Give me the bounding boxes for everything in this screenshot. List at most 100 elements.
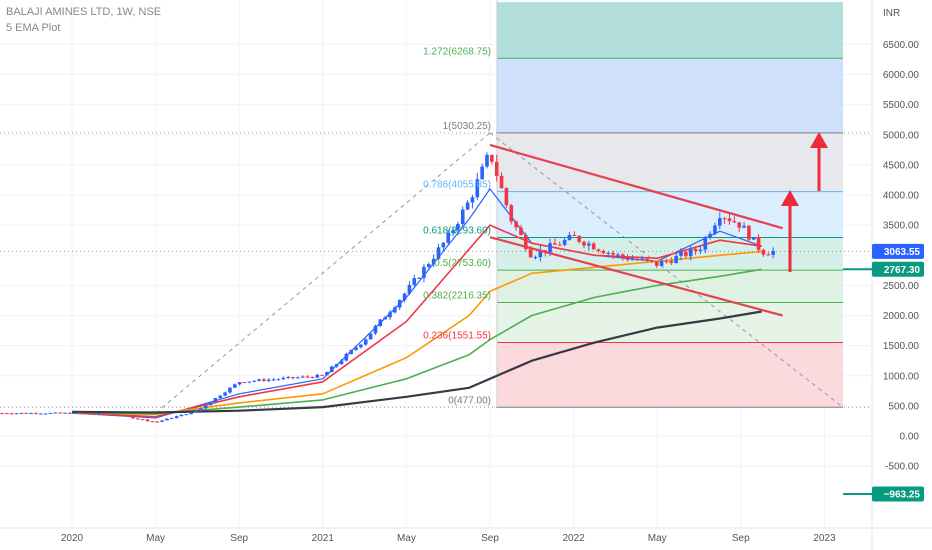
price-badge-label: 2767.30 <box>884 265 921 276</box>
candle-body <box>368 333 373 340</box>
candle-body <box>63 412 67 414</box>
candle-body <box>460 209 465 225</box>
candle-body <box>68 412 72 414</box>
candle-body <box>616 254 620 256</box>
candle-body <box>14 413 19 415</box>
candle-body <box>383 317 387 320</box>
candle-body <box>446 233 450 243</box>
candle-body <box>354 347 358 350</box>
candle-body <box>53 412 58 414</box>
candle-body <box>102 413 106 415</box>
candle-body <box>698 249 703 252</box>
arrows[interactable] <box>781 132 828 272</box>
candle-body <box>436 247 441 259</box>
candle-body <box>39 413 43 415</box>
candle-body <box>713 225 717 234</box>
candle-body <box>92 413 96 415</box>
candle-body <box>684 251 688 257</box>
candle-body <box>553 243 557 245</box>
candle-body <box>451 230 455 234</box>
candle-body <box>9 413 14 415</box>
fib-level-label: 0.382(2216.35) <box>423 290 491 301</box>
candle-body <box>470 197 475 203</box>
fib-level-label: 0.5(2753.60) <box>434 258 491 269</box>
candle-body <box>233 384 237 388</box>
candle-body <box>5 413 9 415</box>
candle-body <box>732 221 737 223</box>
candle-body <box>688 248 693 257</box>
candle-body <box>136 418 140 420</box>
candle-body <box>199 408 203 412</box>
candle-body <box>359 344 363 348</box>
ema-line-5 <box>71 310 762 414</box>
candle-body <box>77 412 82 414</box>
candle-body <box>315 374 320 378</box>
candle-body <box>349 349 353 354</box>
price-unit-label: INR <box>883 8 900 19</box>
price-tick-label: -500.00 <box>885 462 919 473</box>
fib-level-label: 0.236(1551.55) <box>423 331 491 342</box>
candle-body <box>747 225 751 240</box>
channel-upper-line[interactable] <box>489 143 783 230</box>
fib-trend-line <box>155 132 491 414</box>
candle-body <box>567 234 572 240</box>
fib-level-label: 1(5030.25) <box>443 121 491 132</box>
candle-body <box>393 307 397 313</box>
candle-body <box>756 237 761 250</box>
ema-line-1 <box>71 188 762 419</box>
up-arrow-upper[interactable] <box>810 132 828 148</box>
fib-lines <box>496 0 843 408</box>
trend-channel[interactable] <box>489 143 783 317</box>
fib-labels: 1.272(6268.75) 1(5030.25) 0.786(4055.85) 0.… <box>423 46 491 406</box>
time-tick-label: Sep <box>732 533 750 544</box>
price-tick-label: 6000.00 <box>883 70 920 81</box>
candle-body <box>320 374 324 376</box>
fib-zone <box>497 2 843 59</box>
candle-body <box>524 235 528 250</box>
candle-body <box>271 379 276 381</box>
time-tick-label: 2021 <box>312 533 335 544</box>
candle-body <box>621 254 625 258</box>
time-tick-label: 2022 <box>562 533 585 544</box>
price-tick-label: 1500.00 <box>883 341 920 352</box>
time-tick-label: May <box>648 533 667 544</box>
candle-body <box>121 415 126 417</box>
candle-body <box>514 221 518 228</box>
candle-body <box>373 325 378 334</box>
channel-lower-line[interactable] <box>489 236 783 317</box>
time-tick-label: May <box>146 533 165 544</box>
price-tick-label: 0.00 <box>900 432 920 443</box>
chart-title: BALAJI AMINES LTD, 1W, NSE <box>6 6 162 18</box>
candle-body <box>538 250 543 258</box>
candle-body <box>431 258 436 265</box>
candle-body <box>417 277 421 279</box>
time-axis[interactable]: 2020 May Sep 2021 May Sep 2022 May Sep 2023 <box>0 527 932 544</box>
candle-body <box>203 405 208 409</box>
candle-body <box>29 413 33 415</box>
price-tick-label: 2500.00 <box>883 281 920 292</box>
candle-body <box>465 202 470 210</box>
fib-level-label: 0(477.00) <box>448 395 491 406</box>
candle-body <box>650 260 654 262</box>
price-axis[interactable]: 6500.00 6000.00 5500.00 5000.00 4500.00 4000.… <box>871 0 920 550</box>
up-arrow-lower[interactable] <box>781 190 799 206</box>
candle-body <box>228 387 232 393</box>
candle-body <box>630 259 635 261</box>
candle-body <box>751 237 756 240</box>
price-tick-label: 500.00 <box>888 401 919 412</box>
time-tick-label: Sep <box>481 533 499 544</box>
candle-body <box>591 243 596 250</box>
candle-body <box>169 418 174 420</box>
candle-body <box>43 413 48 415</box>
candle-body <box>58 412 62 414</box>
candle-body <box>174 416 179 419</box>
candle-body <box>286 376 290 378</box>
candle-body <box>674 255 678 264</box>
price-badge-label: 3063.55 <box>884 247 921 258</box>
candle-body <box>475 179 480 198</box>
candle-body <box>557 244 562 246</box>
price-badge <box>872 261 924 277</box>
candle-body <box>562 239 567 245</box>
candle-body <box>490 154 494 162</box>
candle-body <box>388 312 392 318</box>
